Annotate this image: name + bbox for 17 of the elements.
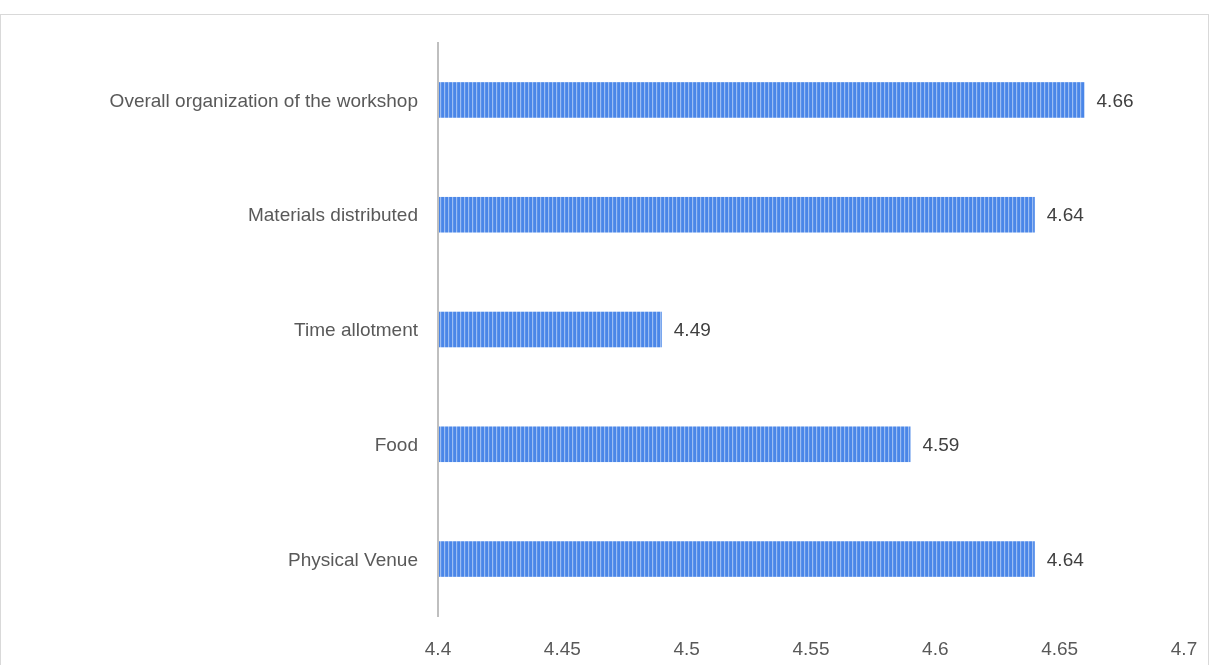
data-label: 4.59 [922, 433, 960, 455]
x-tick-label: 4.7 [1170, 637, 1198, 659]
x-tick-label: 4.5 [673, 637, 700, 659]
x-tick-label: 4.65 [1041, 637, 1079, 659]
data-label: 4.64 [1046, 204, 1085, 226]
y-tick-label: Overall organization of the workshop [109, 89, 418, 111]
y-tick-label: Food [374, 433, 418, 455]
y-tick-label: Physical Venue [288, 548, 418, 570]
data-label: 4.64 [1046, 548, 1085, 570]
y-tick-label: Materials distributed [247, 204, 418, 226]
x-tick-label: 4.45 [543, 637, 581, 659]
x-tick-label: 4.6 [922, 637, 949, 659]
data-label: 4.49 [673, 319, 711, 341]
x-tick-label: 4.55 [792, 637, 830, 659]
y-tick-label: Time allotment [294, 319, 419, 341]
x-tick-label: 4.4 [424, 637, 452, 659]
data-label: 4.66 [1096, 89, 1134, 111]
